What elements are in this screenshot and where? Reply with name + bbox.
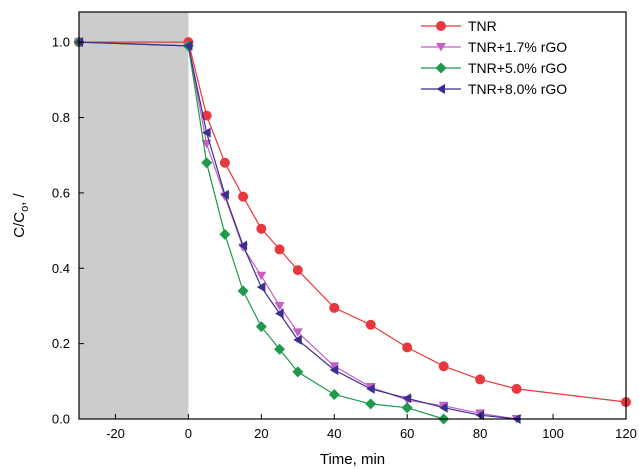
data-point: [220, 189, 229, 200]
data-point: [293, 334, 302, 345]
data-point: [435, 62, 447, 74]
x-tick-label: 60: [400, 426, 414, 441]
data-point: [237, 285, 249, 297]
y-tick-label: 0.0: [52, 412, 70, 427]
x-tick-label: 40: [327, 426, 341, 441]
data-point: [256, 271, 267, 281]
x-axis-title: Time, min: [320, 451, 385, 468]
data-point: [274, 301, 285, 311]
y-tick-label: 0.6: [52, 185, 70, 200]
data-point: [292, 328, 303, 337]
series-line: [78, 41, 517, 420]
data-point: [256, 282, 266, 293]
y-tick-label: 0.2: [52, 336, 70, 351]
x-tick-label: 20: [254, 426, 268, 441]
data-point: [274, 343, 286, 355]
legend-item: TNR+8.0% rGO: [421, 81, 567, 97]
y-axis-title-suffix: , /: [11, 192, 28, 205]
ticks-layer: -20 0 20 40 60 80 100 120 0.0 0.2 0.4 0.6 0.8 1.0: [52, 35, 637, 441]
data-point: [201, 157, 213, 169]
y-axis-title: C/Co, /: [11, 192, 31, 237]
data-point: [365, 398, 377, 410]
series-layer: [73, 36, 631, 425]
data-point: [439, 402, 448, 413]
legend-label: TNR+1.7% rGO: [468, 39, 567, 55]
data-point: [402, 393, 412, 404]
data-point: [402, 342, 413, 353]
x-tick-label: 100: [542, 426, 564, 441]
data-point: [329, 302, 340, 313]
series-line: [78, 41, 517, 420]
data-point: [202, 127, 211, 138]
legend: TNR TNR+1.7% rGO TNR+5.0% rGO TNR+8.0% rGO: [421, 18, 567, 97]
legend-item: TNR: [421, 18, 497, 34]
data-point: [238, 240, 248, 251]
x-tick-label: -20: [106, 426, 125, 441]
data-point: [436, 43, 446, 52]
legend-label: TNR+5.0% rGO: [468, 60, 567, 76]
data-point: [438, 361, 449, 372]
x-tick-label: 0: [185, 426, 192, 441]
series-line: [78, 41, 444, 420]
data-point: [292, 366, 304, 378]
data-point: [365, 319, 376, 330]
data-point: [255, 321, 267, 333]
data-point: [292, 265, 303, 276]
data-point: [183, 40, 193, 51]
y-axis-title-subscript: o: [19, 206, 31, 212]
legend-item: TNR+1.7% rGO: [421, 39, 567, 55]
y-tick-label: 0.8: [52, 110, 70, 125]
data-point: [328, 389, 340, 401]
y-axis-title-main: C/C: [11, 212, 28, 238]
data-point: [256, 223, 267, 234]
baseline-shaded-region: [79, 12, 189, 419]
data-point: [475, 374, 486, 385]
data-point: [329, 362, 340, 371]
data-point: [219, 228, 231, 240]
data-point: [436, 21, 446, 31]
data-point: [219, 157, 230, 168]
data-point: [401, 402, 413, 414]
data-point: [274, 244, 285, 255]
data-point: [329, 365, 339, 376]
data-point: [366, 383, 375, 394]
data-point: [275, 308, 284, 319]
data-point: [238, 191, 249, 202]
data-point: [511, 383, 522, 394]
data-point: [436, 84, 445, 94]
legend-item: TNR+5.0% rGO: [421, 60, 567, 76]
legend-label: TNR+8.0% rGO: [468, 81, 567, 97]
legend-label: TNR: [468, 18, 497, 34]
plot-frame: [78, 11, 627, 420]
x-tick-label: 80: [473, 426, 487, 441]
y-tick-label: 1.0: [52, 35, 70, 50]
x-tick-label: 120: [615, 426, 637, 441]
y-tick-label: 0.4: [52, 261, 70, 276]
